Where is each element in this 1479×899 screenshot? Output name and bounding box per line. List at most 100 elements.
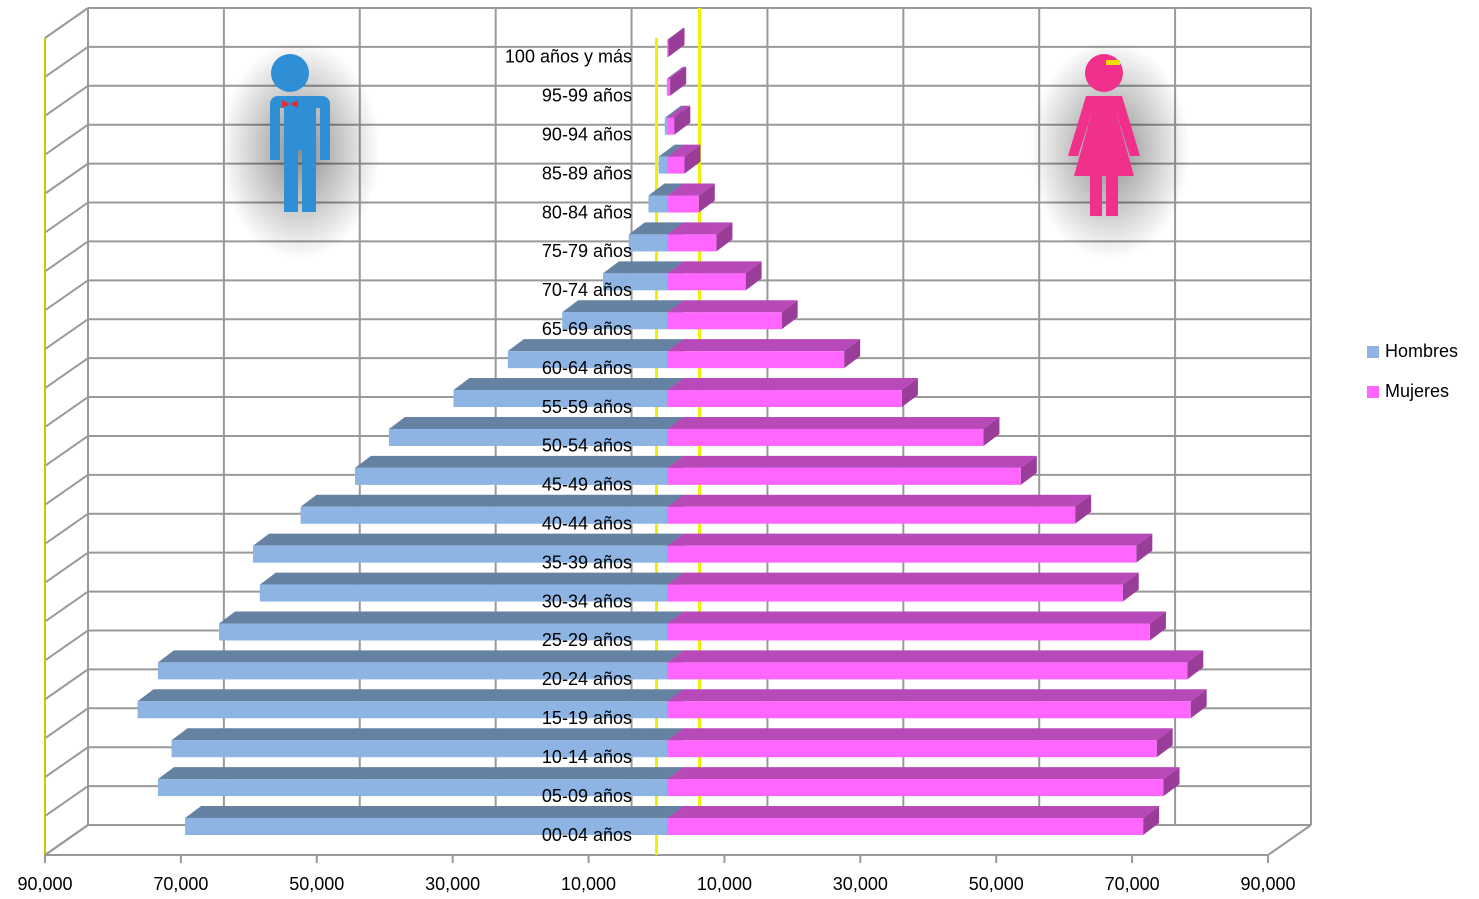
- bar-top: [562, 300, 684, 313]
- category-label: 65-69 años: [542, 319, 632, 339]
- bar-top: [507, 339, 684, 352]
- bar-front: [453, 390, 668, 408]
- bar-top: [667, 611, 1166, 624]
- legend-swatch: [1367, 346, 1379, 358]
- bar-front: [648, 195, 668, 213]
- category-label: 75-79 años: [542, 241, 632, 261]
- bar-side: [670, 66, 687, 96]
- side-grid-line: [44, 435, 89, 467]
- bar-front: [667, 78, 671, 96]
- side-grid-line: [44, 123, 89, 156]
- bar-front: [664, 117, 668, 135]
- bar: [388, 416, 684, 446]
- bar: [667, 650, 1204, 680]
- bar-top: [667, 105, 691, 118]
- category-label: 35-39 años: [542, 552, 632, 572]
- bar: [667, 572, 1139, 602]
- bar-top: [667, 650, 1204, 663]
- bar-side: [901, 378, 918, 408]
- bar: [667, 144, 701, 174]
- bar-top: [667, 806, 1160, 818]
- bar-side: [716, 222, 733, 252]
- side-grid-line: [44, 551, 89, 584]
- bar: [507, 339, 684, 369]
- bar-front: [667, 428, 984, 446]
- bar-side: [781, 300, 798, 330]
- category-label: 00-04 años: [542, 825, 632, 845]
- bar-top: [667, 27, 684, 40]
- bar-front: [667, 156, 685, 174]
- bar-front: [666, 78, 668, 96]
- legend-swatch: [1367, 386, 1379, 398]
- side-grid-line: [44, 474, 89, 506]
- bar-top: [667, 261, 762, 274]
- bar-top: [354, 455, 684, 468]
- bar-front: [354, 467, 668, 485]
- bar: [453, 378, 684, 408]
- bar-front: [667, 701, 1191, 719]
- bar-front: [507, 351, 668, 369]
- x-tick-label: 50,000: [969, 874, 1024, 894]
- x-tick-label: 30,000: [833, 874, 888, 894]
- bar: [300, 494, 684, 524]
- bar-top: [667, 689, 1207, 702]
- bar-front: [667, 351, 845, 369]
- bar-side: [1075, 494, 1092, 524]
- bar-top: [667, 455, 1037, 468]
- bar-front: [667, 273, 746, 291]
- side-grid-line: [44, 590, 89, 623]
- bar-top: [667, 533, 1153, 546]
- bar-top: [648, 183, 684, 196]
- bar-front: [562, 312, 668, 330]
- male-icon: [220, 40, 380, 260]
- x-tick-label: 70,000: [1105, 874, 1160, 894]
- bar-top: [157, 767, 684, 780]
- category-label: 95-99 años: [542, 86, 632, 106]
- bar-top: [300, 494, 684, 507]
- bar-front: [157, 779, 668, 797]
- x-tick-label: 50,000: [289, 874, 344, 894]
- bar: [667, 533, 1153, 563]
- bar-top: [666, 66, 684, 79]
- bar-side: [1143, 806, 1160, 835]
- category-label: 30-34 años: [542, 591, 632, 611]
- side-grid-line: [44, 629, 89, 662]
- bar-top: [628, 222, 684, 235]
- bar-side: [1163, 767, 1180, 797]
- bar-front: [667, 623, 1150, 641]
- side-grid-line: [44, 512, 89, 545]
- category-label: 60-64 años: [542, 358, 632, 378]
- bar: [667, 300, 798, 330]
- bar: [157, 650, 684, 680]
- bar-front: [171, 740, 668, 758]
- side-grid-line: [44, 7, 89, 39]
- bar-front: [388, 428, 668, 446]
- category-label: 10-14 años: [542, 747, 632, 767]
- bar-side: [1136, 533, 1153, 563]
- bar-top: [667, 728, 1173, 741]
- side-grid-line: [44, 396, 89, 428]
- side-grid-line: [44, 201, 89, 234]
- category-label: 40-44 años: [542, 514, 632, 534]
- bar: [667, 339, 861, 369]
- x-tick-label: 70,000: [153, 874, 208, 894]
- side-grid-line: [44, 746, 89, 779]
- x-tick-label: 90,000: [17, 874, 72, 894]
- side-grid-line: [44, 240, 89, 273]
- bar-side: [1187, 650, 1204, 680]
- bar-top: [667, 339, 861, 352]
- bar-front: [667, 195, 699, 213]
- bar-top: [667, 378, 918, 391]
- legend-label: Mujeres: [1385, 381, 1449, 401]
- bar: [667, 806, 1160, 835]
- side-grid-line: [44, 279, 89, 312]
- bar-side: [1149, 611, 1166, 641]
- bar-top: [219, 611, 684, 624]
- bar-top: [667, 27, 685, 40]
- bar-front: [667, 467, 1021, 485]
- bar: [667, 378, 918, 408]
- bar-front: [667, 117, 675, 135]
- bar-top: [667, 144, 701, 157]
- bar: [667, 105, 691, 135]
- bar-front: [667, 39, 669, 57]
